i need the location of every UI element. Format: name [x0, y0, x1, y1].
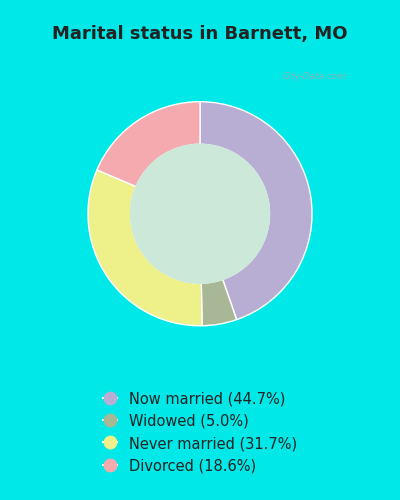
Legend: Now married (44.7%), Widowed (5.0%), Never married (31.7%), Divorced (18.6%): Now married (44.7%), Widowed (5.0%), Nev… [96, 384, 304, 480]
Circle shape [130, 144, 270, 283]
Wedge shape [88, 170, 202, 326]
Wedge shape [97, 102, 200, 186]
Text: City-Data.com: City-Data.com [283, 72, 347, 80]
Wedge shape [201, 280, 237, 326]
Wedge shape [200, 102, 312, 320]
Text: Marital status in Barnett, MO: Marital status in Barnett, MO [52, 26, 348, 44]
